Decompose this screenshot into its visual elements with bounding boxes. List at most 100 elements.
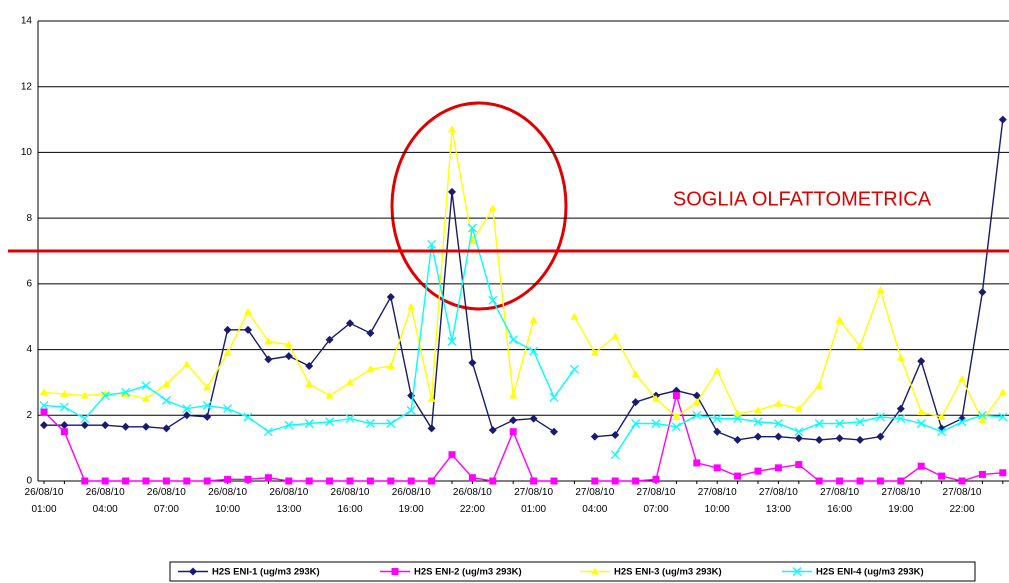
marker <box>610 450 620 460</box>
marker <box>448 451 456 459</box>
marker <box>427 239 437 249</box>
marker <box>202 400 212 410</box>
y-tick-label: 6 <box>26 278 32 289</box>
marker <box>182 404 192 414</box>
marker <box>856 435 864 444</box>
marker <box>712 414 722 424</box>
marker <box>489 477 497 485</box>
series-line <box>43 129 1004 422</box>
x-tick-label: 27/08/10 10:00 <box>697 487 737 515</box>
x-tick-label: 26/08/10 07:00 <box>146 487 186 515</box>
marker <box>836 477 844 485</box>
marker <box>346 378 354 386</box>
marker <box>569 364 579 374</box>
marker <box>998 388 1007 396</box>
marker <box>203 383 212 391</box>
marker <box>733 409 742 417</box>
marker <box>59 402 69 412</box>
marker <box>305 362 314 370</box>
marker <box>325 335 334 344</box>
marker <box>224 475 232 483</box>
marker <box>40 408 48 416</box>
marker <box>917 462 925 470</box>
legend-item: H2S ENI-4 (ug/m3 293K) <box>782 567 924 578</box>
marker <box>387 477 395 485</box>
marker <box>183 477 191 485</box>
y-tick-label: 8 <box>26 213 32 224</box>
marker <box>40 388 48 396</box>
marker <box>998 115 1007 124</box>
marker <box>672 392 680 400</box>
marker <box>530 477 538 485</box>
marker <box>39 400 49 410</box>
marker <box>713 366 722 374</box>
marker <box>141 381 151 391</box>
legend-box <box>169 561 976 582</box>
legend-item: H2S ENI-1 (ug/m3 293K) <box>178 567 320 578</box>
marker <box>80 421 89 430</box>
marker <box>978 416 987 424</box>
marker <box>223 404 233 414</box>
marker <box>264 474 272 482</box>
y-tick-label: 4 <box>26 344 32 355</box>
marker <box>427 394 436 402</box>
marker <box>590 432 599 441</box>
marker <box>100 391 110 401</box>
marker <box>977 410 987 420</box>
marker <box>346 477 354 485</box>
marker <box>917 357 926 366</box>
marker <box>774 432 783 441</box>
marker <box>876 286 885 294</box>
marker <box>998 412 1008 422</box>
marker <box>692 391 701 400</box>
marker <box>549 392 559 402</box>
marker <box>753 417 763 427</box>
marker <box>692 398 701 406</box>
marker <box>406 405 416 415</box>
marker <box>142 477 150 485</box>
marker <box>509 428 517 436</box>
marker <box>692 410 702 420</box>
marker <box>815 477 823 485</box>
marker <box>672 412 681 420</box>
legend-label: H2S ENI-4 (ug/m3 293K) <box>816 567 924 578</box>
marker <box>734 472 742 480</box>
marker <box>386 362 395 369</box>
marker <box>243 412 253 422</box>
marker <box>203 477 211 485</box>
marker <box>733 414 743 424</box>
series-line <box>44 119 1004 441</box>
marker <box>346 319 354 328</box>
marker <box>794 427 804 437</box>
marker <box>896 404 905 413</box>
x-tick-label: 26/08/10 22:00 <box>452 487 492 515</box>
marker <box>244 307 252 315</box>
legend-item: H2S ENI-2 (ug/m3 293K) <box>380 567 522 578</box>
marker <box>365 419 375 428</box>
marker <box>733 435 742 444</box>
marker <box>509 391 518 399</box>
marker <box>162 477 170 485</box>
marker <box>835 316 844 323</box>
marker <box>875 412 885 422</box>
marker <box>876 432 885 441</box>
x-tick-label: 26/08/10 16:00 <box>330 487 370 515</box>
marker <box>488 295 498 305</box>
marker <box>671 422 681 432</box>
marker <box>448 187 456 196</box>
marker <box>142 394 150 402</box>
marker <box>591 567 599 575</box>
marker <box>611 332 620 340</box>
marker <box>80 391 89 399</box>
x-tick-label: 26/08/10 10:00 <box>208 487 248 515</box>
marker <box>978 470 986 478</box>
marker <box>958 375 966 383</box>
marker <box>611 477 619 485</box>
marker <box>529 414 538 423</box>
marker <box>938 472 946 480</box>
marker <box>917 408 926 415</box>
marker <box>937 412 946 420</box>
marker <box>754 432 762 441</box>
marker <box>958 477 966 485</box>
x-tick-label: 26/08/10 04:00 <box>85 487 125 515</box>
